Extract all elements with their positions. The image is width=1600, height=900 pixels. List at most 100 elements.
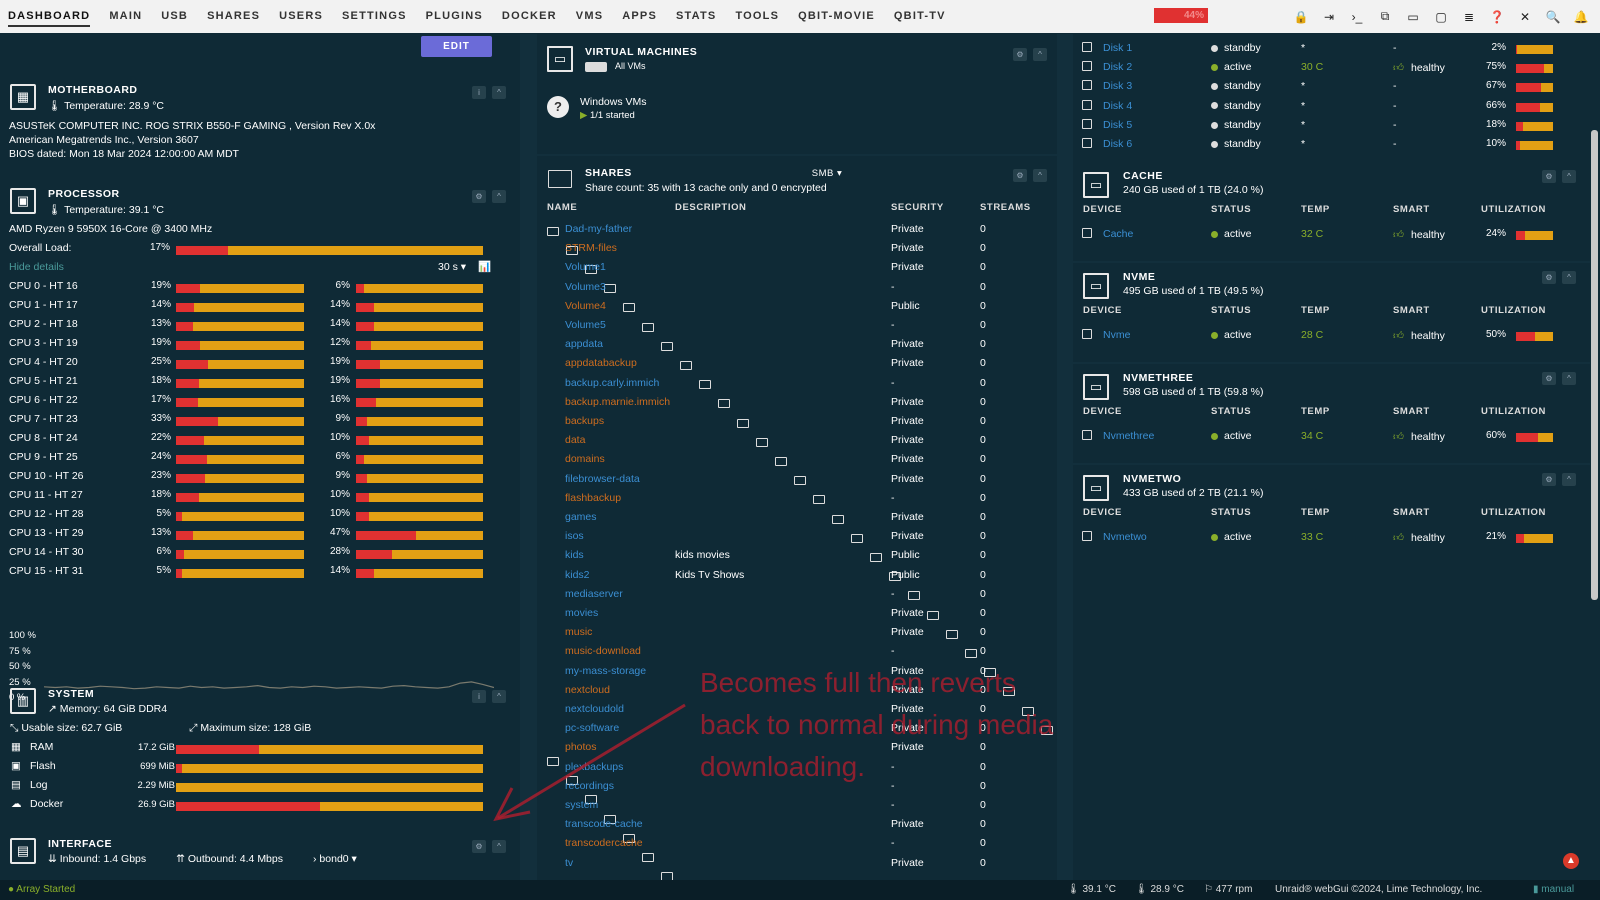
share-name-link[interactable]: nextcloudold — [565, 703, 624, 715]
chart-icon[interactable]: 📊 — [478, 261, 492, 273]
share-name-link[interactable]: Volume5 — [565, 319, 606, 331]
share-name-link[interactable]: mediaserver — [565, 587, 623, 600]
collapse-icon[interactable]: ^ — [1562, 372, 1576, 385]
settings-icon[interactable]: ⚙ — [1542, 170, 1556, 183]
collapse-icon[interactable]: ^ — [1562, 271, 1576, 284]
share-name-link[interactable]: tv — [565, 856, 574, 869]
settings-icon[interactable]: ⚙ — [1542, 372, 1556, 385]
share-name-link[interactable]: STRM-files — [565, 242, 617, 255]
share-name-link[interactable]: Volume4 — [565, 299, 606, 312]
nav-tab[interactable]: SETTINGS — [342, 10, 407, 22]
protocol-select[interactable]: SMB ▾ — [811, 168, 843, 179]
all-vms-toggle[interactable] — [585, 61, 607, 72]
terminal-icon[interactable]: ›_ — [1351, 9, 1363, 24]
nav-tab[interactable]: QBIT-TV — [893, 10, 946, 22]
settings-icon[interactable]: ⚙ — [1542, 271, 1556, 284]
share-name-link[interactable]: nextcloud — [565, 683, 610, 696]
scrollbar[interactable] — [1591, 130, 1598, 600]
collapse-icon[interactable]: ^ — [492, 840, 506, 853]
nav-tab[interactable]: VMS — [575, 10, 604, 22]
nav-tab[interactable]: APPS — [622, 10, 657, 22]
edit-button[interactable]: EDIT — [421, 36, 492, 57]
nav-tab[interactable]: DOCKER — [501, 10, 557, 22]
collapse-icon[interactable]: ^ — [1033, 169, 1047, 182]
logout-icon[interactable]: ⇥ — [1323, 9, 1335, 24]
info-toggle-icon[interactable]: i — [472, 86, 486, 99]
settings-icon[interactable]: ⚙ — [472, 190, 486, 203]
collapse-icon[interactable]: ^ — [492, 190, 506, 203]
nav-tab[interactable]: DASHBOARD — [8, 0, 91, 33]
scroll-to-top-icon[interactable]: ▲ — [1563, 853, 1579, 869]
device-name-link[interactable]: Cache — [1103, 228, 1134, 240]
nav-tab[interactable]: SHARES — [207, 10, 261, 22]
share-name-link[interactable]: Volume1 — [565, 261, 606, 274]
lock-icon[interactable]: 🔒 — [1293, 9, 1309, 24]
share-name-link[interactable]: backups — [565, 415, 605, 427]
share-name-link[interactable]: pc-software — [565, 722, 620, 735]
device-name-link[interactable]: Disk 1 — [1103, 42, 1133, 54]
nav-tab[interactable]: TOOLS — [735, 10, 780, 22]
device-name-link[interactable]: Disk 2 — [1103, 61, 1133, 74]
log-icon[interactable]: ≣ — [1463, 9, 1475, 24]
share-name-link[interactable]: appdata — [565, 338, 603, 351]
info-icon[interactable]: ▭ — [1407, 9, 1419, 24]
share-name-link[interactable]: music-download — [565, 645, 641, 658]
share-name-link[interactable]: kids2 — [565, 568, 590, 581]
share-name-link[interactable]: isos — [565, 530, 584, 543]
collapse-icon[interactable]: ^ — [1033, 48, 1047, 61]
monitor-icon[interactable]: ▢ — [1435, 9, 1447, 24]
settings-icon[interactable]: ⚙ — [1013, 169, 1027, 182]
interface-select[interactable]: › bond0 ▾ — [313, 853, 357, 865]
share-name-link[interactable]: data — [565, 434, 586, 447]
share-name-link[interactable]: games — [565, 511, 597, 523]
share-name-link[interactable]: Volume3 — [565, 280, 606, 293]
share-name-link[interactable]: flashbackup — [565, 491, 622, 504]
info-toggle-icon[interactable]: i — [472, 690, 486, 703]
share-name-link[interactable]: system — [565, 799, 599, 811]
device-name-link[interactable]: Nvmethree — [1103, 430, 1155, 442]
collapse-icon[interactable]: ^ — [1562, 170, 1576, 183]
share-name-link[interactable]: kids — [565, 549, 584, 562]
nav-tab[interactable]: USERS — [279, 10, 324, 22]
nav-tab[interactable]: MAIN — [109, 10, 143, 22]
overall-load-value: 17% — [150, 242, 171, 253]
share-name-link[interactable]: domains — [565, 453, 605, 466]
nav-tab[interactable]: QBIT-MOVIE — [798, 10, 875, 22]
share-name-link[interactable]: transcode-cache — [565, 818, 643, 831]
nav-tab[interactable]: PLUGINS — [425, 10, 483, 22]
interval-select[interactable]: 30 s ▾ — [438, 261, 466, 273]
device-name-link[interactable]: Disk 4 — [1103, 99, 1133, 112]
close-icon[interactable]: ✕ — [1519, 9, 1531, 24]
help-icon[interactable]: ❓ — [1489, 9, 1505, 24]
share-name-link[interactable]: appdatabackup — [565, 357, 637, 370]
share-name-link[interactable]: backup.carly.immich — [565, 376, 660, 389]
hide-details-link[interactable]: Hide details — [9, 261, 64, 273]
device-name-link[interactable]: Disk 5 — [1103, 118, 1133, 131]
vm-group-name[interactable]: Windows VMs — [580, 96, 647, 108]
share-name-link[interactable]: recordings — [565, 779, 615, 792]
collapse-icon[interactable]: ^ — [1562, 473, 1576, 486]
share-name-link[interactable]: my-mass-storage — [565, 664, 647, 677]
nav-tab[interactable]: USB — [161, 10, 189, 22]
share-name-link[interactable]: filebrowser-data — [565, 472, 640, 485]
bell-icon[interactable]: 🔔 — [1573, 9, 1589, 24]
collapse-icon[interactable]: ^ — [492, 690, 506, 703]
device-status-text: standby — [1224, 118, 1261, 131]
device-name-link[interactable]: Disk 6 — [1103, 138, 1133, 150]
settings-icon[interactable]: ⚙ — [472, 840, 486, 853]
share-name-link[interactable]: Dad-my-father — [565, 223, 633, 235]
device-name-link[interactable]: Nvme — [1103, 329, 1131, 341]
nav-tab[interactable]: STATS — [676, 10, 717, 22]
share-name-link[interactable]: music — [565, 626, 593, 639]
share-name-link[interactable]: photos — [565, 741, 597, 754]
share-name-link[interactable]: movies — [565, 607, 599, 619]
share-name-link[interactable]: backup.marnie.immich — [565, 395, 671, 408]
share-name-link[interactable]: transcodercache — [565, 837, 643, 850]
settings-icon[interactable]: ⚙ — [1542, 473, 1556, 486]
feedback-icon[interactable]: ⧉ — [1380, 9, 1390, 23]
collapse-icon[interactable]: ^ — [492, 86, 506, 99]
device-name-link[interactable]: Disk 3 — [1103, 80, 1133, 93]
settings-icon[interactable]: ⚙ — [1013, 48, 1027, 61]
device-name-link[interactable]: Nvmetwo — [1103, 531, 1147, 543]
search-icon[interactable]: 🔍 — [1545, 9, 1561, 24]
